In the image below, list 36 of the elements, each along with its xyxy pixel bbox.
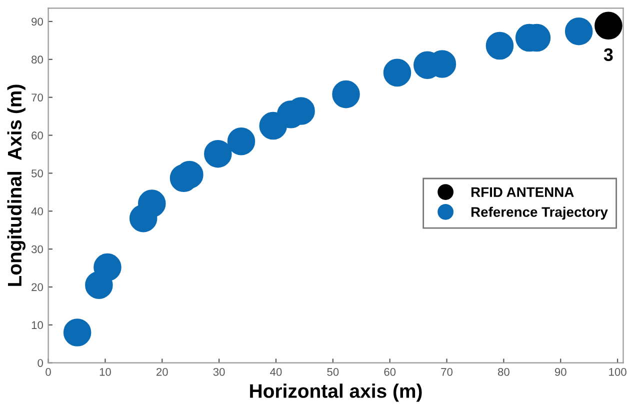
y-tick-label: 60 <box>32 132 43 140</box>
point <box>204 140 232 168</box>
x-axis-title: Horizontal axis (m) <box>250 384 422 402</box>
x-tick-label: 10 <box>100 368 111 376</box>
x-tick-label: 100 <box>609 368 626 376</box>
x-tick-label: 50 <box>327 368 339 376</box>
x-tick-label: 60 <box>384 368 396 376</box>
y-tick-label: 40 <box>31 207 43 216</box>
y-tick-label: 20 <box>32 283 43 292</box>
x-tick-label: 80 <box>498 368 510 376</box>
y-axis-title: Longitudinal Axis (m) <box>7 84 26 286</box>
point <box>486 32 514 60</box>
y-tick-label: 50 <box>32 169 43 178</box>
legend-label: Reference Trajectory <box>471 206 608 220</box>
point <box>94 253 122 282</box>
y-tick-label: 80 <box>32 56 43 64</box>
point <box>594 12 622 40</box>
point <box>332 80 360 108</box>
point <box>63 318 92 346</box>
x-tick-label: 40 <box>270 368 282 376</box>
x-tick-label: 0 <box>46 368 51 376</box>
y-tick-label: 0 <box>38 359 43 367</box>
y-tick-label: 10 <box>32 321 43 330</box>
x-tick-label: 30 <box>213 368 225 376</box>
x-tick-label: 90 <box>554 368 566 376</box>
point <box>564 17 593 46</box>
x-tick-label: 20 <box>156 368 168 376</box>
y-tick-label: 30 <box>31 245 43 254</box>
legend-label: RFID ANTENNA <box>471 187 574 197</box>
y-tick-label: 70 <box>32 94 43 102</box>
point <box>227 127 256 156</box>
x-tick-label: 70 <box>441 368 453 376</box>
annotation: 3 <box>604 48 613 62</box>
point <box>138 190 166 218</box>
y-tick-label: 90 <box>32 18 43 26</box>
point <box>383 58 412 87</box>
